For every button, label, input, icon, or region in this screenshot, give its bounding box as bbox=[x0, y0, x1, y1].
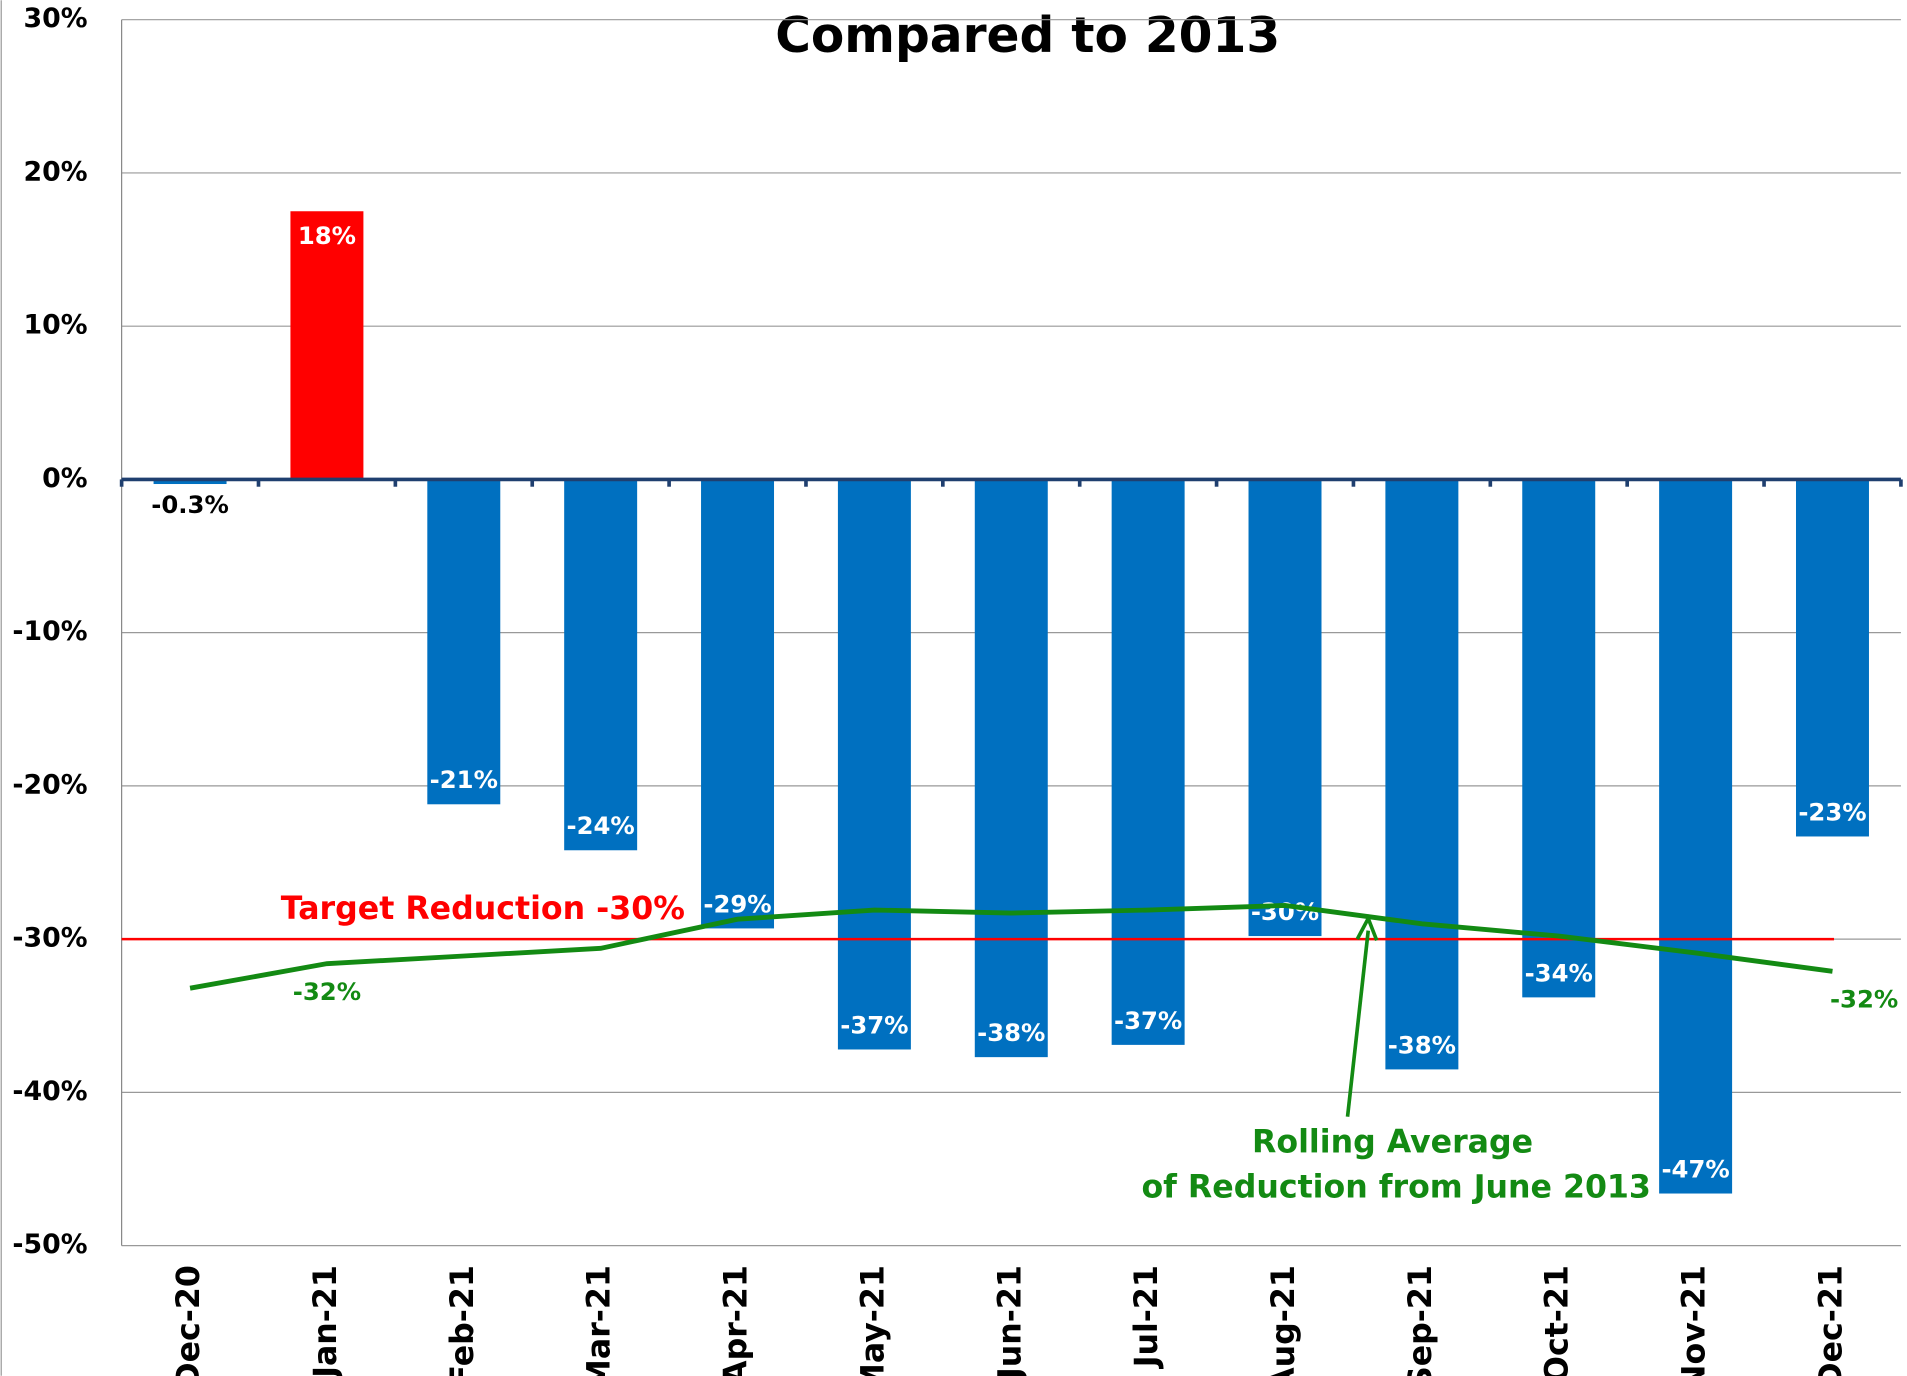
bar-value-label: -38% bbox=[1388, 1030, 1456, 1059]
bar-value-label: -37% bbox=[840, 1010, 908, 1039]
y-tick-label: 30% bbox=[24, 3, 88, 34]
x-tick-label: Jun-21 bbox=[992, 1265, 1028, 1376]
x-tick-label: Nov-21 bbox=[1677, 1265, 1713, 1376]
y-tick-label: 0% bbox=[42, 463, 87, 494]
x-tick-label: Sep-21 bbox=[1403, 1265, 1439, 1376]
bar bbox=[1522, 479, 1596, 998]
line-value-label: -32% bbox=[293, 977, 361, 1006]
bar bbox=[1248, 479, 1322, 937]
target-label: Target Reduction -30% bbox=[281, 891, 685, 927]
x-tick-label: Jul-21 bbox=[1129, 1265, 1165, 1369]
bar bbox=[427, 479, 501, 805]
annotation-arrowhead bbox=[1355, 914, 1379, 942]
bar-value-label: -47% bbox=[1661, 1154, 1729, 1183]
x-tick-label: Dec-21 bbox=[1813, 1265, 1849, 1376]
y-tick-label: -30% bbox=[12, 923, 87, 954]
rolling-average-line bbox=[189, 902, 1833, 991]
bar bbox=[1659, 479, 1733, 1194]
y-tick-label: 10% bbox=[24, 310, 88, 341]
x-tick-label: Oct-21 bbox=[1540, 1265, 1576, 1376]
x-tick-label: Jan-21 bbox=[308, 1265, 344, 1376]
y-tick-label: -20% bbox=[12, 769, 87, 800]
x-tick-label: Dec-20 bbox=[171, 1265, 207, 1376]
chart-title: Compared to 2013 bbox=[775, 8, 1280, 64]
y-tick-label: -10% bbox=[12, 616, 87, 647]
bar bbox=[1795, 479, 1869, 837]
bar bbox=[974, 479, 1048, 1058]
line-value-label: -32% bbox=[1830, 985, 1898, 1014]
x-tick-label: May-21 bbox=[855, 1265, 891, 1376]
bar-value-label: -29% bbox=[703, 889, 771, 918]
bar bbox=[1111, 479, 1185, 1045]
bar-value-label: -34% bbox=[1525, 958, 1593, 987]
bar-value-label: -38% bbox=[977, 1018, 1045, 1047]
bar-value-label: -30% bbox=[1251, 897, 1319, 926]
bar-value-label: -21% bbox=[430, 765, 498, 794]
y-tick-label: -50% bbox=[12, 1229, 87, 1260]
x-tick-label: Aug-21 bbox=[1266, 1265, 1302, 1376]
bar bbox=[564, 479, 638, 851]
annotation: Rolling Average bbox=[1252, 1124, 1533, 1160]
bar-value-label: -0.3% bbox=[151, 490, 229, 519]
x-tick-label: Feb-21 bbox=[445, 1265, 481, 1376]
annotation: of Reduction from June 2013 bbox=[1141, 1169, 1650, 1205]
bar bbox=[290, 211, 364, 480]
annotation-arrow bbox=[1345, 930, 1371, 1117]
bar bbox=[1385, 479, 1459, 1070]
y-tick-label: -40% bbox=[12, 1076, 87, 1107]
bar bbox=[153, 479, 227, 485]
y-tick-label: 20% bbox=[24, 156, 88, 187]
bar-value-label: -23% bbox=[1798, 797, 1866, 826]
bar-value-label: -24% bbox=[567, 811, 635, 840]
bar bbox=[701, 479, 775, 929]
x-tick-label: Apr-21 bbox=[719, 1265, 755, 1376]
bar-value-label: -37% bbox=[1114, 1006, 1182, 1035]
bar-value-label: 18% bbox=[298, 221, 356, 250]
bar bbox=[837, 479, 911, 1050]
x-tick-label: Mar-21 bbox=[582, 1265, 618, 1376]
